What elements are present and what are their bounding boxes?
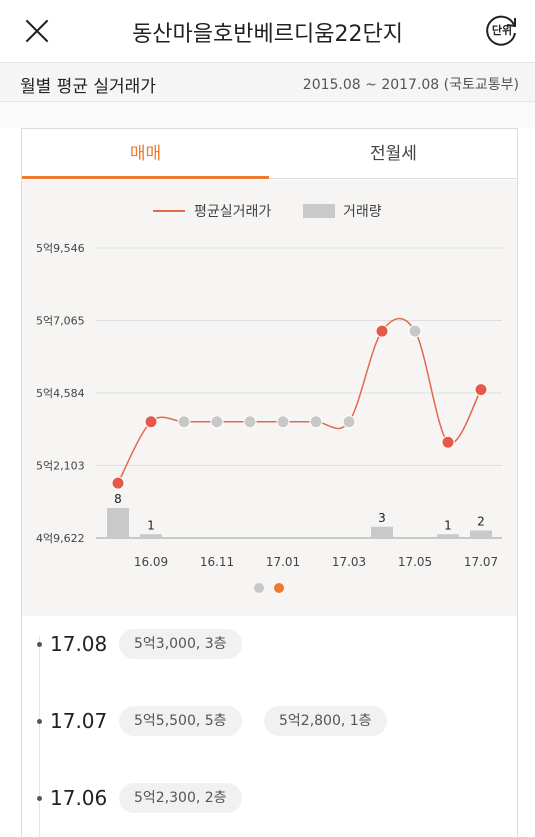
price-point (342, 415, 356, 429)
price-line (117, 317, 482, 484)
legend-line-swatch (153, 210, 185, 212)
y-tick-label: 5억4,584 (36, 387, 85, 400)
price-point (375, 324, 389, 338)
refresh-icon (486, 15, 516, 46)
trade-month: 17.07 (50, 709, 108, 733)
timeline-dot (37, 796, 42, 801)
date-range: 2015.08 ~ 2017.08 (국토교통부) (302, 77, 519, 93)
price-point (177, 415, 191, 429)
list-item: 17.06 5억2,300, 2층 (22, 782, 517, 818)
x-tick-label: 17.03 (332, 555, 366, 569)
chart-area: 평균실거래가 거래량 4억9,622 5억2,103 5억4,584 5억7,065 5… (22, 180, 517, 616)
timeline-dot (37, 719, 42, 724)
trade-chip[interactable]: 5억5,500, 5층 (119, 706, 242, 736)
x-tick-label: 17.01 (266, 555, 300, 569)
x-tick-label: 16.09 (134, 555, 168, 569)
y-tick-label: 4억9,622 (36, 532, 85, 545)
volume-bar (437, 534, 459, 538)
legend-bar-swatch (303, 204, 335, 218)
spacer (0, 102, 535, 128)
volume-bar (140, 534, 162, 538)
trade-month: 17.06 (50, 786, 108, 810)
tab-sale[interactable]: 매매 (22, 129, 269, 179)
section-title: 월별 평균 실거래가 (20, 77, 156, 97)
price-point (474, 383, 488, 397)
list-item: 17.07 5억5,500, 5층 5억2,800, 1층 (22, 705, 517, 741)
price-chart: 4억9,622 5억2,103 5억4,584 5억7,065 5억9,546 8 1 3 1 2… (36, 242, 502, 593)
price-point (210, 415, 224, 429)
price-point (408, 324, 422, 338)
pagination-dot[interactable] (254, 583, 264, 593)
price-point (243, 415, 257, 429)
price-point (441, 435, 455, 449)
trade-list: 17.08 5억3,000, 3층 17.07 5억5,500, 5층 5억2,… (22, 616, 517, 837)
tab-bar: 매매 전월세 (22, 129, 517, 179)
legend-line-label: 평균실거래가 (194, 204, 272, 220)
bar-value-label: 2 (477, 515, 485, 529)
top-bar: 동산마을호반베르디움22단지 단위 (0, 0, 535, 62)
unit-toggle-button[interactable]: 단위 (485, 13, 519, 47)
price-point (144, 415, 158, 429)
pagination-dot[interactable] (274, 583, 284, 593)
timeline-line (39, 636, 40, 837)
price-point (309, 415, 323, 429)
list-item: 17.08 5억3,000, 3층 (22, 628, 517, 664)
y-tick-label: 5억7,065 (36, 315, 85, 328)
bar-value-label: 1 (147, 518, 155, 532)
price-card: 매매 전월세 평균실거래가 거래량 4억9,622 5억2,103 5억4,584 5… (21, 128, 518, 837)
x-tick-label: 17.05 (398, 555, 432, 569)
bar-value-label: 8 (114, 492, 122, 506)
y-tick-label: 5억9,546 (36, 242, 85, 255)
volume-bar (470, 530, 492, 538)
page-title: 동산마을호반베르디움22단지 (132, 22, 403, 47)
tab-rent[interactable]: 전월세 (370, 144, 417, 164)
trade-chip[interactable]: 5억3,000, 3층 (119, 629, 242, 659)
legend-bar-label: 거래량 (343, 204, 382, 220)
price-point (276, 415, 290, 429)
trade-chip[interactable]: 5억2,800, 1층 (264, 706, 387, 736)
bar-value-label: 1 (444, 518, 452, 532)
volume-bar (107, 508, 129, 538)
trade-chip[interactable]: 5억2,300, 2층 (119, 783, 242, 813)
subheader: 월별 평균 실거래가 2015.08 ~ 2017.08 (국토교통부) (0, 62, 535, 102)
x-tick-label: 17.07 (464, 555, 498, 569)
y-tick-label: 5억2,103 (36, 460, 85, 473)
bar-value-label: 3 (378, 511, 386, 525)
trade-month: 17.08 (50, 632, 108, 656)
price-point (111, 476, 125, 490)
unit-label: 단위 (491, 24, 513, 37)
volume-bar (371, 526, 393, 538)
timeline-dot (37, 642, 42, 647)
x-tick-label: 16.11 (200, 555, 234, 569)
